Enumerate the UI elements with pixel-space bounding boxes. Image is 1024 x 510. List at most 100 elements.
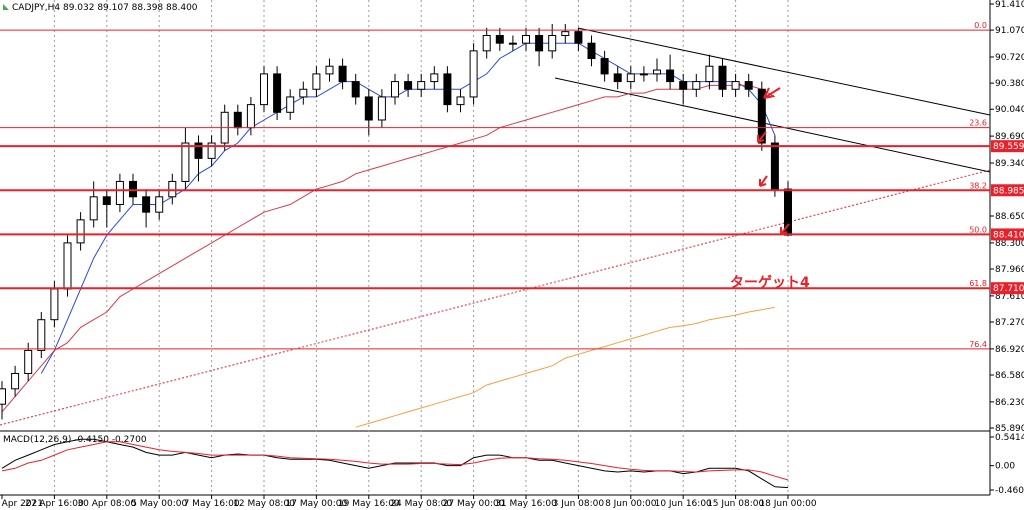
x-tick-label: 12 May 08:00 <box>233 499 295 509</box>
candle-body <box>0 388 6 405</box>
candle-body <box>443 73 452 106</box>
candle-body <box>391 81 399 98</box>
candle-body <box>757 88 766 144</box>
x-tick-label: 27 May 00:00 <box>443 499 505 509</box>
x-tick-label: 30 Apr 08:00 <box>77 499 136 509</box>
candle-body <box>574 31 583 44</box>
fib-label: 76.4 <box>969 340 987 349</box>
y-tick-label: 91.070 <box>995 26 1024 36</box>
y-tick-label: 87.270 <box>995 318 1024 328</box>
candle-body <box>731 81 740 90</box>
y-tick-label: -0.4606 <box>995 486 1024 496</box>
fib-label: 61.8 <box>969 279 987 288</box>
candle-body <box>456 96 465 106</box>
candle-body <box>770 142 779 190</box>
x-tick-label: 8 Jun 00:00 <box>605 499 657 509</box>
symbol-info: CADJPY,H4 89.032 89.107 88.398 88.400 <box>12 3 198 13</box>
candle-body <box>561 31 570 36</box>
candle-body <box>430 73 439 83</box>
candle-body <box>364 96 373 121</box>
candle-body <box>50 288 59 321</box>
arrows <box>757 87 790 235</box>
candle-body <box>233 111 242 129</box>
price-badge <box>991 228 1024 241</box>
x-tick-label: 18 Jun 00:00 <box>759 499 816 509</box>
moving-average <box>1 84 776 413</box>
fib-label: 0.0 <box>974 21 987 30</box>
y-tick-label: 89.340 <box>995 159 1024 169</box>
price-badge <box>991 282 1024 295</box>
x-tick-label: 27 Apr 16:00 <box>25 499 84 509</box>
y-tick-label: 86.580 <box>995 371 1024 381</box>
candle-body <box>718 65 727 90</box>
candle-body <box>207 142 216 159</box>
x-tick-label: 23 Apr 2021 <box>0 499 43 509</box>
candle-body <box>679 81 688 90</box>
macd-line <box>1 441 789 481</box>
y-tick-label: 85.890 <box>995 424 1024 434</box>
candle-body <box>181 142 190 182</box>
y-tick-label: 90.720 <box>995 53 1024 63</box>
candle-body <box>260 73 268 106</box>
candle-body <box>312 73 321 90</box>
x-tick-label: 3 Jun 08:00 <box>553 499 605 509</box>
arrow <box>759 175 768 187</box>
arrow <box>757 131 767 143</box>
candle-body <box>37 319 46 351</box>
candle-body <box>325 65 334 75</box>
candle-body <box>417 81 426 90</box>
candle-body <box>338 65 347 83</box>
candle-body <box>744 81 753 90</box>
price-badge-label: 88.985 <box>993 186 1024 196</box>
candle-body <box>482 34 491 52</box>
price-badge-label: 87.710 <box>993 284 1024 294</box>
price-badge <box>991 184 1024 197</box>
candle-body <box>587 42 596 60</box>
candle-body <box>24 349 33 374</box>
x-tick-label: 5 May 00:00 <box>131 499 187 509</box>
candle-body <box>155 196 164 213</box>
candle-body <box>194 142 203 159</box>
y-tick-label: 90.040 <box>995 105 1024 115</box>
candle-body <box>626 73 635 83</box>
y-tick-label: 87.610 <box>995 292 1024 302</box>
y-tick-label: 87.960 <box>995 265 1024 275</box>
y-tick-label: 90.380 <box>995 79 1024 89</box>
candle-body <box>299 88 308 98</box>
candle-body <box>273 73 282 113</box>
x-tick-label: 24 May 08:00 <box>390 499 452 509</box>
candle-body <box>639 73 648 76</box>
candle-body <box>469 50 478 98</box>
candle-body <box>548 34 557 52</box>
x-tick-label: 31 May 16:00 <box>495 499 557 509</box>
y-tick-label: 86.230 <box>995 398 1024 408</box>
x-tick-label: 17 May 00:00 <box>286 499 348 509</box>
candle-body <box>102 196 111 205</box>
candle-body <box>89 196 98 221</box>
candle-body <box>76 219 85 244</box>
y-tick-label: 88.650 <box>995 212 1024 222</box>
price-badge-label: 88.410 <box>993 230 1024 240</box>
annotation: ターゲット4 <box>730 274 810 291</box>
price-badge <box>991 140 1024 153</box>
symbol-icon <box>3 4 9 10</box>
fib-label: 38.2 <box>969 181 987 190</box>
candle-body <box>377 96 386 121</box>
y-tick-label: 0.5414 <box>995 433 1024 443</box>
x-tick-label: 7 May 16:00 <box>184 499 240 509</box>
candle-body <box>286 96 295 113</box>
candle-body <box>142 196 151 213</box>
candle-body <box>535 34 544 52</box>
x-tick-label: 15 Jun 08:00 <box>707 499 764 509</box>
candle-body <box>600 58 609 75</box>
y-tick-label: 86.920 <box>995 345 1024 355</box>
candle-body <box>11 372 20 390</box>
candle-body <box>246 104 255 129</box>
moving-average <box>355 306 775 428</box>
candle-body <box>129 180 137 198</box>
candle-body <box>63 242 72 290</box>
y-tick-label: 91.410 <box>995 0 1024 10</box>
fib-label: 50.0 <box>969 225 987 234</box>
candle-body <box>705 65 714 83</box>
